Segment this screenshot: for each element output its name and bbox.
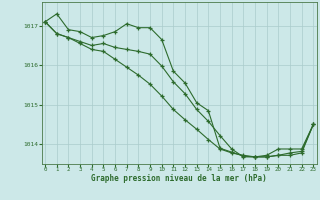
X-axis label: Graphe pression niveau de la mer (hPa): Graphe pression niveau de la mer (hPa) [91,174,267,183]
